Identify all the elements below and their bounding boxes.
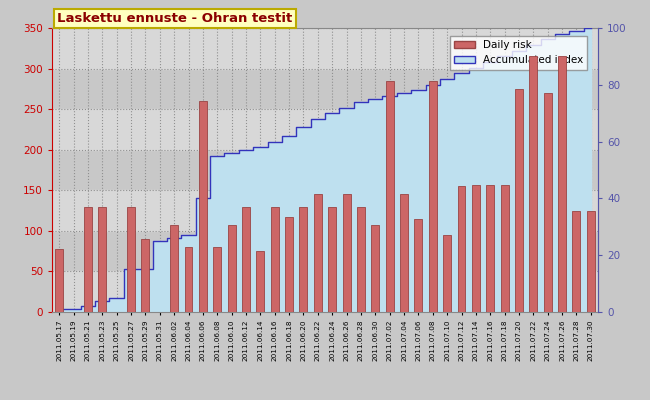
Bar [558, 56, 566, 312]
Bar [213, 247, 221, 312]
Bar [300, 206, 307, 312]
Bar [52, 272, 598, 312]
Bar [429, 81, 437, 312]
Bar [256, 251, 265, 312]
Bar [55, 249, 63, 312]
Bar [371, 225, 379, 312]
Bar [227, 225, 235, 312]
Bar [587, 210, 595, 312]
Bar [529, 56, 538, 312]
Bar [573, 210, 580, 312]
Bar [443, 235, 451, 312]
Bar [127, 206, 135, 312]
Bar [415, 219, 422, 312]
Bar [170, 225, 178, 312]
Bar [458, 186, 465, 312]
Bar [314, 194, 322, 312]
Bar [500, 185, 508, 312]
Bar [472, 185, 480, 312]
Bar [357, 206, 365, 312]
Bar [285, 217, 293, 312]
Bar [242, 206, 250, 312]
Bar [52, 109, 598, 150]
Bar [98, 206, 106, 312]
Bar [142, 239, 150, 312]
Bar [385, 81, 394, 312]
Text: Laskettu ennuste - Ohran testit: Laskettu ennuste - Ohran testit [57, 12, 292, 25]
Bar [84, 206, 92, 312]
Bar [271, 206, 279, 312]
Bar [185, 247, 192, 312]
Bar [515, 89, 523, 312]
Bar [400, 194, 408, 312]
Bar [52, 190, 598, 231]
Bar [199, 101, 207, 312]
Legend: Daily risk, Accumulated index: Daily risk, Accumulated index [450, 36, 588, 70]
Bar [486, 185, 494, 312]
Bar [544, 93, 552, 312]
Bar [52, 28, 598, 68]
Bar [328, 206, 336, 312]
Bar [343, 194, 350, 312]
